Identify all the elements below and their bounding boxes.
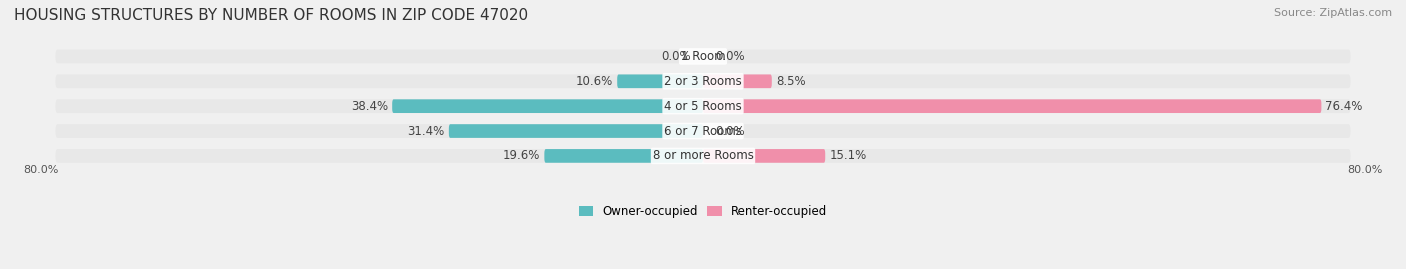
Text: 76.4%: 76.4% [1326, 100, 1362, 113]
Text: 80.0%: 80.0% [1347, 165, 1384, 175]
Text: 0.0%: 0.0% [661, 50, 690, 63]
Text: HOUSING STRUCTURES BY NUMBER OF ROOMS IN ZIP CODE 47020: HOUSING STRUCTURES BY NUMBER OF ROOMS IN… [14, 8, 529, 23]
FancyBboxPatch shape [392, 99, 703, 113]
Text: 0.0%: 0.0% [716, 50, 745, 63]
Text: 15.1%: 15.1% [830, 149, 866, 162]
FancyBboxPatch shape [703, 149, 825, 163]
FancyBboxPatch shape [703, 99, 1322, 113]
Text: 2 or 3 Rooms: 2 or 3 Rooms [664, 75, 742, 88]
Text: 10.6%: 10.6% [576, 75, 613, 88]
Text: 1 Room: 1 Room [681, 50, 725, 63]
Text: 0.0%: 0.0% [716, 125, 745, 137]
Legend: Owner-occupied, Renter-occupied: Owner-occupied, Renter-occupied [574, 200, 832, 223]
FancyBboxPatch shape [617, 75, 703, 88]
FancyBboxPatch shape [55, 99, 1351, 113]
Text: 8.5%: 8.5% [776, 75, 806, 88]
FancyBboxPatch shape [55, 75, 1351, 88]
Text: 6 or 7 Rooms: 6 or 7 Rooms [664, 125, 742, 137]
Text: 80.0%: 80.0% [22, 165, 59, 175]
FancyBboxPatch shape [544, 149, 703, 163]
FancyBboxPatch shape [55, 149, 1351, 163]
Text: 38.4%: 38.4% [352, 100, 388, 113]
Text: 31.4%: 31.4% [408, 125, 444, 137]
FancyBboxPatch shape [55, 49, 1351, 63]
Text: 19.6%: 19.6% [503, 149, 540, 162]
FancyBboxPatch shape [703, 75, 772, 88]
Text: Source: ZipAtlas.com: Source: ZipAtlas.com [1274, 8, 1392, 18]
Text: 8 or more Rooms: 8 or more Rooms [652, 149, 754, 162]
FancyBboxPatch shape [55, 124, 1351, 138]
FancyBboxPatch shape [449, 124, 703, 138]
Text: 4 or 5 Rooms: 4 or 5 Rooms [664, 100, 742, 113]
